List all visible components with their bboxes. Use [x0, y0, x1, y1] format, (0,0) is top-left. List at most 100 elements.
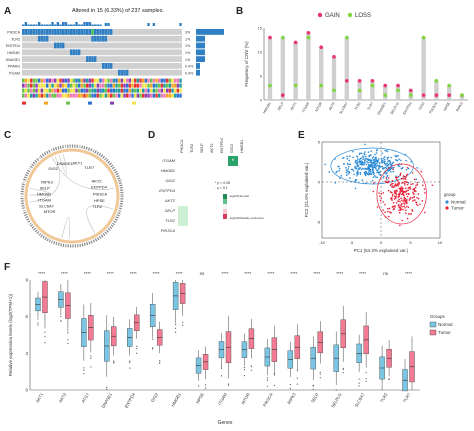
significance-label: ****	[38, 271, 45, 276]
pca-point	[386, 172, 388, 174]
outlier-point	[175, 331, 177, 333]
pca-point	[389, 163, 392, 166]
clinical-track-cell	[166, 78, 169, 83]
x-tick-label: AKT2	[328, 101, 336, 111]
pca-point	[402, 178, 405, 180]
outlier-point	[243, 368, 246, 371]
pca-point	[374, 160, 377, 163]
pca-point	[402, 208, 404, 211]
outlier-point	[44, 336, 46, 338]
pca-point	[416, 196, 418, 199]
clinical-track-cell	[174, 88, 177, 93]
clinical-track-cell	[70, 78, 73, 83]
sample-bar	[94, 24, 97, 26]
gene-link	[29, 187, 51, 196]
alteration-cell	[94, 56, 97, 62]
clinical-track-cell	[104, 93, 108, 98]
pca-point	[386, 156, 389, 159]
heatmap-row-label: GIG2	[165, 178, 175, 183]
y-tick-label: 3	[25, 351, 28, 356]
clinical-track-cell	[142, 88, 145, 93]
clinical-track-cell	[64, 88, 68, 93]
clinical-track-cell	[48, 93, 52, 98]
outlier-point	[37, 322, 39, 324]
alteration-cell	[54, 29, 57, 35]
clinical-track-cell	[150, 78, 153, 83]
clinical-track-cell	[142, 93, 145, 98]
pca-point	[366, 157, 368, 160]
pca-point	[382, 192, 385, 194]
alteration-cell	[126, 69, 129, 76]
pca-point	[328, 171, 330, 173]
pca-point	[424, 192, 426, 194]
legend-gradient-step	[223, 194, 227, 199]
x-tick-label: AKT1	[290, 101, 298, 111]
pca-point	[398, 195, 401, 198]
clinical-track-cell	[131, 83, 134, 88]
pca-point	[349, 163, 351, 166]
pca-point	[361, 179, 364, 181]
sample-bar	[147, 23, 150, 26]
clinical-track-cell	[134, 93, 137, 98]
clinical-track-cell	[70, 83, 73, 88]
pca-point	[413, 178, 416, 181]
x-tick-label: SELPLG	[390, 101, 400, 115]
sample-bar	[27, 24, 30, 26]
outlier-point	[152, 348, 154, 350]
clinical-track-cell	[88, 78, 92, 83]
pca-point	[359, 163, 361, 166]
clinical-track-cell	[27, 78, 30, 83]
clinical-track-cell	[35, 83, 38, 88]
clinical-legend-swatch	[132, 101, 136, 105]
pca-point	[419, 203, 421, 205]
outlier-point	[136, 348, 138, 350]
sample-bar	[83, 22, 86, 26]
pca-point	[356, 159, 358, 162]
pca-point	[356, 174, 358, 177]
legend-item-label: Tumor	[438, 330, 451, 335]
alteration-cell	[56, 42, 60, 49]
heatmap-row-label: AKT2	[164, 198, 176, 203]
pca-point	[402, 200, 404, 203]
pca-point	[370, 163, 372, 166]
gene-label-left: SELP	[40, 185, 51, 190]
gene-link	[86, 205, 114, 233]
clinical-track-cell	[166, 93, 169, 98]
clinical-track-cell	[160, 83, 164, 88]
chromosome-gap	[64, 144, 66, 149]
x-tick-label: SLC6A7	[339, 101, 349, 114]
pca-point	[373, 160, 375, 162]
clinical-track-cell	[128, 83, 132, 88]
pca-point	[338, 169, 340, 172]
gain-point	[396, 83, 400, 88]
outlier-point	[90, 355, 92, 357]
clinical-track-cell	[48, 83, 52, 88]
clinical-track-cell	[91, 93, 94, 98]
outlier-point	[250, 369, 253, 371]
pca-point	[399, 174, 401, 176]
x-tick-label: ITGAM	[217, 392, 228, 406]
pca-point	[362, 163, 364, 165]
panel-e-label: E	[298, 130, 305, 141]
clinical-track-cell	[118, 93, 121, 98]
pca-point	[403, 182, 406, 185]
pca-point	[391, 185, 394, 187]
pca-point	[346, 162, 349, 165]
pca-point	[371, 166, 374, 169]
pca-point	[381, 167, 384, 170]
clinical-track-cell	[107, 78, 110, 83]
legend-gradient-step	[223, 204, 227, 209]
gain-point	[345, 79, 349, 83]
clinical-track-cell	[48, 88, 52, 93]
pca-point	[391, 199, 393, 201]
legend-title: Groups	[430, 314, 446, 319]
sample-bar	[32, 24, 36, 26]
clinical-track-cell	[107, 93, 110, 98]
loss-point	[447, 83, 451, 88]
pca-point	[401, 219, 404, 222]
sample-bar	[107, 23, 110, 26]
alteration-cell	[123, 69, 126, 76]
sample-bar	[75, 22, 78, 26]
pca-point	[417, 197, 420, 200]
cnv-stem	[319, 47, 324, 100]
